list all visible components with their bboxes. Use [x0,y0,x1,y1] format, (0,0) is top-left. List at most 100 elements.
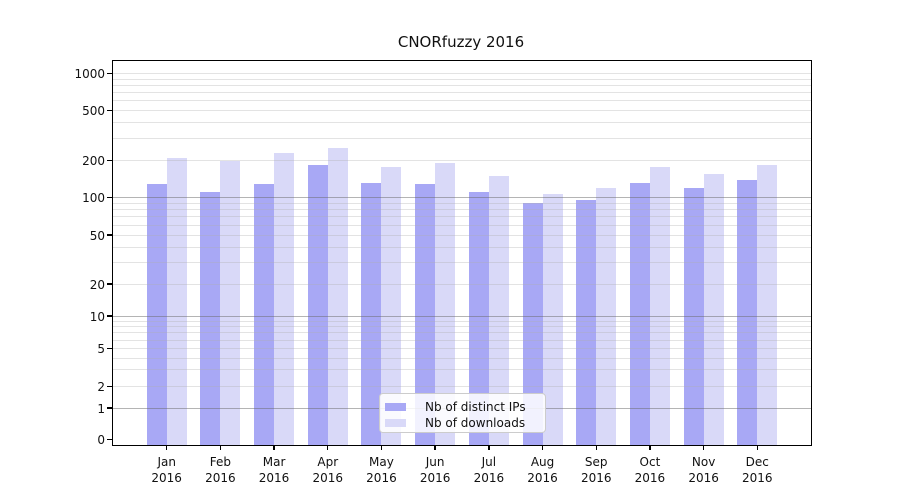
x-tick-label-aug: Aug 2016 [513,454,573,486]
y-tick-label: 1000 [74,67,105,82]
gridline-minor [113,320,811,322]
legend-item-downloads: Nb of downloads [385,415,545,430]
plot-area: 0 1 2 5 10 20 50 100 200 500 1000 Jan 2016 Feb 2016 Mar… [74,60,812,485]
x-tick-mark [165,445,168,450]
x-tick-year: 2016 [151,471,182,485]
bar-downloads-dec [757,164,778,445]
x-tick-label-jun: Jun 2016 [405,454,465,486]
legend-label-distinct-ips: Nb of distinct IPs [425,399,526,414]
bar-distinct-ips-oct [629,183,650,445]
gridline-minor [113,348,811,350]
gridline-minor [113,110,811,112]
gridline-minor [113,85,811,87]
x-tick-mark [273,445,275,450]
y-tick-label: 0 [97,433,105,448]
x-tick-mark [488,445,490,450]
x-tick-label-jul: Jul 2016 [459,454,519,486]
legend-swatch-distinct-ips [385,402,406,411]
bar-downloads-jan [166,158,187,445]
x-tick-year: 2016 [580,471,612,485]
y-tick-label: 1 [97,401,105,416]
legend-item-distinct-ips: Nb of distinct IPs [385,399,545,414]
gridline-minor [113,224,811,226]
x-tick-label-oct: Oct 2016 [620,454,680,486]
x-tick-mark [380,445,383,450]
y-tick-mark [107,315,112,317]
legend-label-downloads: Nb of downloads [425,415,526,430]
x-tick-label-apr: Apr 2016 [298,454,358,486]
bar-distinct-ips-aug [522,203,543,445]
bar-distinct-ips-may [361,183,382,445]
x-tick-year: 2016 [419,471,451,485]
x-tick-label-may: May 2016 [351,454,411,486]
gridline-minor [113,78,811,80]
x-tick-year: 2016 [742,471,773,485]
x-tick-mark [541,445,544,450]
gridline-minor [113,283,811,285]
x-tick-label-jan: Jan 2016 [137,454,197,486]
x-tick-year: 2016 [205,471,236,485]
gridline-minor [113,209,811,211]
bar-distinct-ips-dec [737,180,758,445]
y-tick-mark [107,283,112,285]
y-tick-mark [107,407,112,409]
gridline-minor [113,385,811,387]
x-tick-year: 2016 [527,471,558,485]
y-tick-label: 200 [82,153,105,168]
bar-downloads-oct [649,167,670,445]
gridline-minor [113,100,811,102]
x-tick-year: 2016 [258,471,290,485]
y-tick-label: 2 [97,379,105,394]
bar-downloads-aug [542,193,563,445]
bar-downloads-mar [274,153,295,445]
bar-downloads-nov [703,173,724,445]
bar-distinct-ips-feb [200,191,221,445]
bar-downloads-jun [435,162,456,445]
y-tick-label: 100 [82,191,105,206]
gridline-minor [113,92,811,94]
x-tick-mark [434,445,436,450]
bar-distinct-ips-sep [576,199,597,445]
x-tick-year: 2016 [634,471,666,485]
gridline-major [113,197,811,199]
y-tick-mark [107,109,112,112]
x-tick-year: 2016 [312,471,344,485]
y-tick-mark [107,439,112,441]
y-tick-label: 20 [89,277,105,292]
bar-downloads-may [381,166,402,445]
x-tick-label-dec: Dec 2016 [727,454,787,486]
y-tick-mark [107,234,112,236]
bar-distinct-ips-jun [415,183,436,445]
y-tick-mark [107,159,112,161]
gridline-minor [113,122,811,124]
gridline-minor [113,73,811,75]
x-tick-label-sep: Sep 2016 [566,454,626,486]
gridline-minor [113,339,811,341]
gridline-minor [113,326,811,328]
bar-downloads-jul [488,175,509,445]
bar-distinct-ips-mar [254,183,275,445]
x-tick-mark [595,445,597,450]
x-tick-year: 2016 [366,471,397,485]
x-tick-mark [649,445,651,450]
y-tick-mark [107,72,112,75]
gridline-minor [113,369,811,371]
bar-distinct-ips-apr [307,165,328,445]
x-tick-mark [756,445,758,450]
gridline-minor [113,357,811,359]
y-tick-mark [107,385,112,387]
gridline-minor [113,216,811,218]
x-tick-label-nov: Nov 2016 [674,454,734,486]
gridline-minor [113,246,811,248]
gridline-minor [113,234,811,236]
bar-downloads-sep [596,188,617,445]
gridline-minor [113,137,811,139]
y-tick-mark [107,348,112,350]
y-tick-label: 10 [89,309,105,324]
x-tick-year: 2016 [688,471,719,485]
legend-swatch-downloads [385,418,406,427]
y-tick-label: 5 [97,342,105,357]
gridline-major [113,315,811,317]
x-tick-year: 2016 [473,471,505,485]
